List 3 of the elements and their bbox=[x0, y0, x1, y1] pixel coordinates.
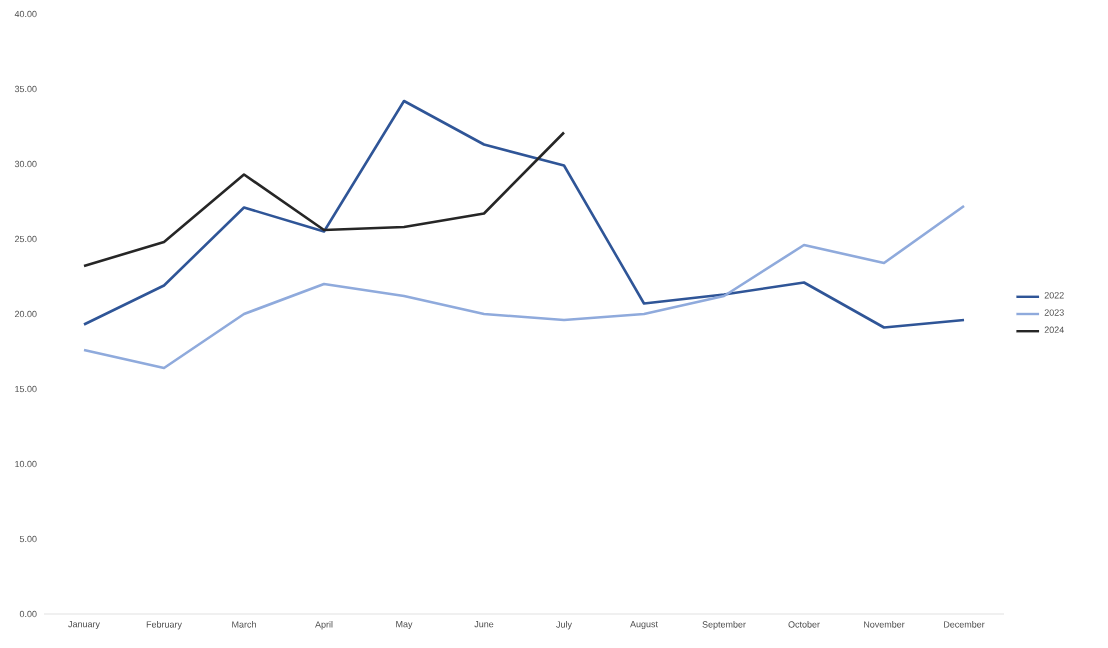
line-series bbox=[82, 131, 566, 268]
line-series bbox=[82, 204, 966, 370]
line-series bbox=[82, 99, 966, 329]
